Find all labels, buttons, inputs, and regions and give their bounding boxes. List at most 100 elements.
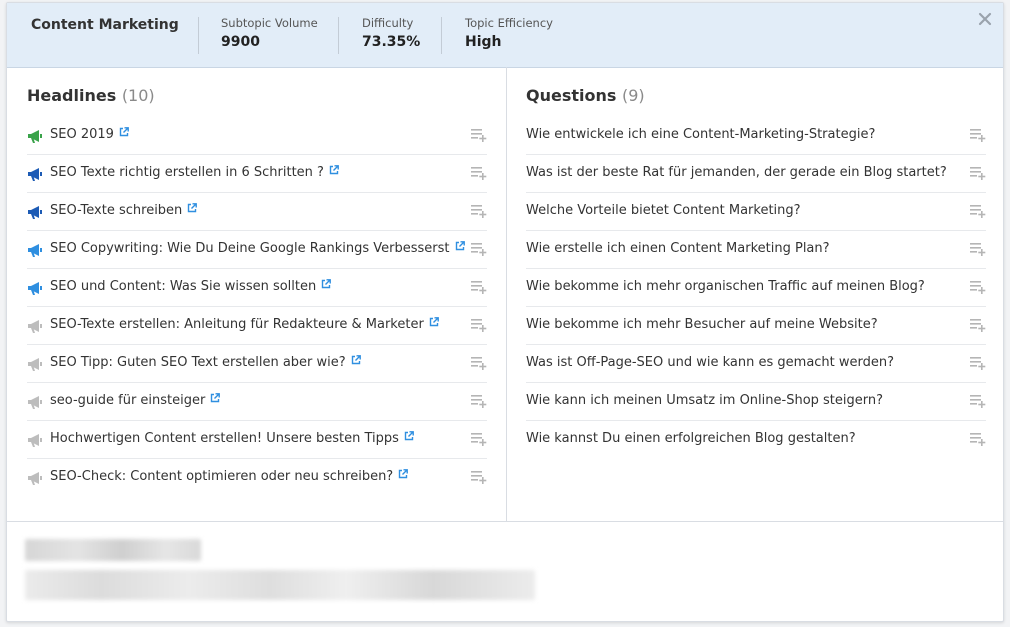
close-icon[interactable] (977, 11, 993, 27)
headline-link[interactable]: SEO Texte richtig erstellen in 6 Schritt… (50, 165, 339, 180)
add-to-list-icon[interactable] (471, 204, 487, 218)
headline-row: seo-guide für einsteiger (27, 383, 487, 421)
megaphone-icon (28, 130, 42, 143)
external-link-icon[interactable] (329, 165, 339, 175)
questions-list: Wie entwickele ich eine Content-Marketin… (526, 117, 986, 459)
header-divider (441, 17, 442, 54)
question-text: Wie bekomme ich mehr organischen Traffic… (526, 279, 925, 294)
headlines-list: SEO 2019 SEO Texte richtig erstellen in 6… (27, 117, 487, 497)
add-to-list-icon[interactable] (970, 128, 986, 142)
add-to-list-icon[interactable] (471, 166, 487, 180)
question-text: Was ist Off-Page-SEO und wie kann es gem… (526, 355, 895, 370)
headline-link[interactable]: SEO und Content: Was Sie wissen sollten (50, 279, 332, 294)
headline-link[interactable]: Hochwertigen Content erstellen! Unsere b… (50, 431, 414, 446)
headline-link[interactable]: SEO-Texte erstellen: Anleitung für Redak… (50, 317, 439, 332)
question-row: Wie erstelle ich einen Content Marketing… (526, 231, 986, 269)
question-text: Wie kannst Du einen erfolgreichen Blog g… (526, 431, 856, 446)
add-to-list-icon[interactable] (471, 432, 487, 446)
questions-count: (9) (621, 86, 645, 105)
question-text: Wie kann ich meinen Umsatz im Online-Sho… (526, 393, 884, 408)
metric-topic-efficiency: Topic Efficiency High (465, 16, 553, 50)
add-to-list-icon[interactable] (970, 318, 986, 332)
question-text: Wie erstelle ich einen Content Marketing… (526, 241, 830, 256)
add-to-list-icon[interactable] (970, 394, 986, 408)
add-to-list-icon[interactable] (471, 242, 487, 256)
metric-subtopic-volume: Subtopic Volume 9900 (221, 16, 318, 50)
megaphone-icon (28, 282, 42, 295)
metric-value: 9900 (221, 34, 260, 50)
megaphone-icon (28, 472, 42, 485)
headline-text: SEO Texte richtig erstellen in 6 Schritt… (50, 165, 324, 180)
add-to-list-icon[interactable] (471, 470, 487, 484)
add-to-list-icon[interactable] (970, 242, 986, 256)
headline-text: SEO-Check: Content optimieren oder neu s… (50, 469, 394, 484)
question-row: Was ist Off-Page-SEO und wie kann es gem… (526, 345, 986, 383)
external-link-icon[interactable] (429, 317, 439, 327)
add-to-list-icon[interactable] (970, 204, 986, 218)
megaphone-icon (28, 206, 42, 219)
header-divider (198, 17, 199, 54)
add-to-list-icon[interactable] (471, 356, 487, 370)
question-row: Was ist der beste Rat für jemanden, der … (526, 155, 986, 193)
headline-row: SEO 2019 (27, 117, 487, 155)
headline-row: SEO-Check: Content optimieren oder neu s… (27, 459, 487, 497)
add-to-list-icon[interactable] (970, 356, 986, 370)
headline-text: SEO-Texte erstellen: Anleitung für Redak… (50, 317, 424, 332)
questions-title: Questions (9) (526, 86, 645, 105)
footer-divider (7, 521, 1003, 522)
add-to-list-icon[interactable] (970, 166, 986, 180)
add-to-list-icon[interactable] (471, 280, 487, 294)
question-text: Welche Vorteile bietet Content Marketing… (526, 203, 801, 218)
external-link-icon[interactable] (351, 355, 361, 365)
add-to-list-icon[interactable] (970, 432, 986, 446)
headline-link[interactable]: SEO 2019 (50, 127, 129, 142)
headline-text: Hochwertigen Content erstellen! Unsere b… (50, 431, 399, 446)
questions-title-label: Questions (526, 86, 617, 105)
question-row: Wie kannst Du einen erfolgreichen Blog g… (526, 421, 986, 459)
external-link-icon[interactable] (404, 431, 414, 441)
headline-row: SEO Texte richtig erstellen in 6 Schritt… (27, 155, 487, 193)
external-link-icon[interactable] (398, 469, 409, 479)
headline-link[interactable]: SEO-Check: Content optimieren oder neu s… (50, 469, 409, 484)
question-row: Wie bekomme ich mehr Besucher auf meine … (526, 307, 986, 345)
add-to-list-icon[interactable] (471, 394, 487, 408)
blurred-footer-title (25, 539, 201, 561)
headlines-count: (10) (121, 86, 155, 105)
blurred-footer-text (25, 570, 535, 600)
metric-label: Topic Efficiency (465, 16, 553, 30)
add-to-list-icon[interactable] (471, 318, 487, 332)
headline-link[interactable]: SEO Tipp: Guten SEO Text erstellen aber … (50, 355, 361, 370)
headline-text: SEO 2019 (50, 127, 114, 142)
question-row: Wie entwickele ich eine Content-Marketin… (526, 117, 986, 155)
headline-row: SEO-Texte schreiben (27, 193, 487, 231)
topic-header: Content Marketing Subtopic Volume 9900 D… (7, 3, 1003, 68)
add-to-list-icon[interactable] (471, 128, 487, 142)
topic-title: Content Marketing (31, 17, 179, 33)
headline-link[interactable]: seo-guide für einsteiger (50, 393, 221, 408)
topic-card: Content Marketing Subtopic Volume 9900 D… (6, 2, 1004, 622)
question-text: Wie bekomme ich mehr Besucher auf meine … (526, 317, 878, 332)
external-link-icon[interactable] (210, 393, 221, 403)
question-text: Wie entwickele ich eine Content-Marketin… (526, 127, 876, 142)
megaphone-icon (28, 434, 42, 447)
external-link-icon[interactable] (187, 203, 198, 213)
external-link-icon[interactable] (455, 241, 465, 251)
external-link-icon[interactable] (321, 279, 332, 289)
headlines-title-label: Headlines (27, 86, 117, 105)
metric-label: Difficulty (362, 16, 414, 30)
headline-text: SEO Tipp: Guten SEO Text erstellen aber … (50, 355, 346, 370)
column-divider (506, 67, 507, 521)
metric-value: 73.35% (362, 34, 421, 50)
headline-link[interactable]: SEO Copywriting: Wie Du Deine Google Ran… (50, 241, 465, 256)
metric-difficulty: Difficulty 73.35% (362, 16, 420, 50)
add-to-list-icon[interactable] (970, 280, 986, 294)
headline-link[interactable]: SEO-Texte schreiben (50, 203, 198, 218)
megaphone-icon (28, 358, 42, 371)
question-row: Wie kann ich meinen Umsatz im Online-Sho… (526, 383, 986, 421)
headline-text: SEO-Texte schreiben (50, 203, 183, 218)
metric-value: High (465, 34, 502, 50)
headline-row: Hochwertigen Content erstellen! Unsere b… (27, 421, 487, 459)
megaphone-icon (28, 244, 42, 257)
question-text: Was ist der beste Rat für jemanden, der … (526, 165, 947, 180)
external-link-icon[interactable] (119, 127, 129, 137)
